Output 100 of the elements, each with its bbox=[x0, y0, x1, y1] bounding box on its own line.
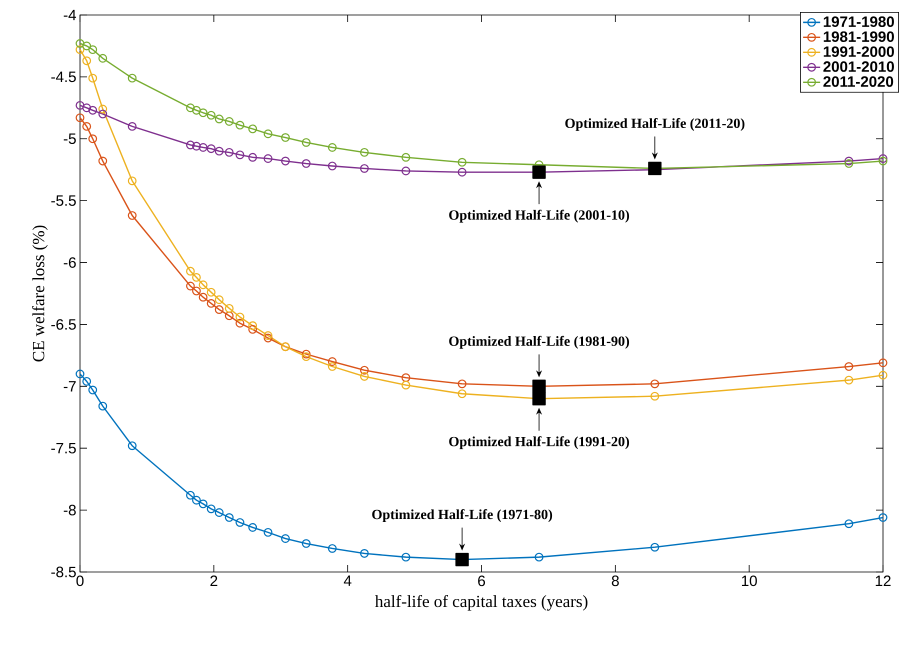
point bbox=[236, 318, 244, 328]
point bbox=[248, 321, 258, 330]
y-tick-label: -8 bbox=[64, 504, 76, 516]
point bbox=[98, 156, 108, 166]
point bbox=[455, 552, 469, 566]
point bbox=[401, 552, 410, 562]
y-tick-label: -7.5 bbox=[51, 442, 76, 454]
point bbox=[264, 129, 272, 138]
point bbox=[224, 148, 234, 157]
point bbox=[76, 45, 84, 54]
y-axis-title: CE welfare loss (%) bbox=[32, 226, 48, 362]
point bbox=[76, 39, 84, 48]
legend-label: 1991-2000 bbox=[824, 46, 894, 57]
point bbox=[458, 168, 466, 177]
point bbox=[878, 156, 888, 166]
point bbox=[878, 513, 888, 522]
point bbox=[186, 103, 195, 112]
point bbox=[236, 120, 244, 130]
point bbox=[248, 324, 258, 334]
point bbox=[878, 370, 888, 380]
point bbox=[844, 159, 854, 168]
point bbox=[360, 549, 369, 558]
point bbox=[458, 379, 466, 388]
point bbox=[878, 358, 888, 368]
x-tick-label: 6 bbox=[478, 576, 486, 586]
point bbox=[328, 544, 337, 553]
point bbox=[224, 304, 234, 313]
point bbox=[281, 156, 290, 166]
point bbox=[76, 100, 84, 110]
point bbox=[401, 152, 410, 162]
point bbox=[844, 156, 854, 166]
point bbox=[328, 143, 337, 152]
point bbox=[88, 45, 98, 54]
point bbox=[198, 500, 208, 508]
point bbox=[82, 103, 92, 112]
point bbox=[98, 104, 108, 114]
annotation: Optimized Half-Life (1991-20) bbox=[449, 436, 630, 450]
point bbox=[206, 298, 216, 308]
annotation: Optimized Half-Life (1971-80) bbox=[372, 509, 552, 522]
point bbox=[128, 441, 137, 450]
point bbox=[401, 380, 410, 390]
point bbox=[198, 143, 208, 152]
y-tick-label: -6.5 bbox=[51, 319, 76, 330]
y-tick-label: -4 bbox=[64, 10, 76, 20]
point bbox=[128, 176, 137, 186]
point bbox=[198, 280, 208, 290]
y-tick-label: -7 bbox=[64, 381, 76, 392]
point bbox=[186, 266, 195, 276]
point bbox=[206, 288, 216, 297]
point bbox=[186, 140, 195, 150]
annotation: Optimized Half-Life (2011-20) bbox=[565, 118, 744, 131]
point bbox=[532, 165, 546, 179]
point bbox=[82, 122, 92, 131]
point bbox=[236, 518, 244, 527]
x-tick-label: 8 bbox=[612, 576, 619, 586]
point bbox=[302, 539, 311, 548]
point bbox=[650, 542, 660, 552]
point bbox=[214, 114, 224, 124]
point bbox=[360, 372, 369, 381]
point bbox=[401, 166, 410, 176]
point bbox=[401, 373, 410, 382]
point bbox=[76, 113, 84, 122]
point bbox=[360, 148, 369, 157]
point bbox=[264, 528, 272, 537]
point bbox=[458, 389, 466, 398]
point bbox=[844, 376, 854, 385]
point bbox=[214, 146, 224, 156]
point bbox=[360, 366, 369, 375]
point bbox=[328, 162, 337, 170]
point bbox=[302, 159, 311, 168]
point bbox=[128, 211, 137, 220]
point bbox=[98, 54, 108, 63]
point bbox=[281, 133, 290, 142]
x-tick-label: 0 bbox=[76, 576, 84, 586]
y-tick-label: -6 bbox=[64, 257, 76, 268]
x-tick-label: 10 bbox=[742, 576, 757, 586]
point bbox=[532, 380, 546, 394]
point bbox=[186, 490, 195, 500]
point bbox=[198, 292, 208, 302]
point bbox=[650, 379, 660, 388]
x-tick-label: 4 bbox=[344, 576, 352, 586]
point bbox=[206, 110, 216, 120]
point bbox=[192, 496, 201, 505]
point bbox=[88, 74, 98, 83]
y-tick-label: -5 bbox=[64, 134, 76, 144]
legend-label: 2001-2010 bbox=[823, 61, 894, 72]
y-tick-label: -4.5 bbox=[51, 72, 76, 82]
point bbox=[534, 552, 544, 562]
point bbox=[248, 523, 258, 532]
point bbox=[192, 142, 201, 151]
point bbox=[648, 162, 662, 176]
point bbox=[214, 508, 224, 517]
point bbox=[844, 362, 854, 371]
point bbox=[206, 504, 216, 514]
legend-label: 2011-2020 bbox=[823, 76, 894, 87]
point bbox=[192, 286, 201, 296]
point bbox=[650, 392, 660, 401]
point bbox=[88, 386, 98, 394]
point bbox=[224, 117, 234, 126]
point bbox=[82, 376, 92, 386]
